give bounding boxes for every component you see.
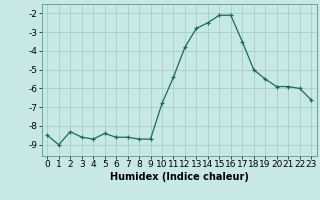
X-axis label: Humidex (Indice chaleur): Humidex (Indice chaleur): [110, 172, 249, 182]
